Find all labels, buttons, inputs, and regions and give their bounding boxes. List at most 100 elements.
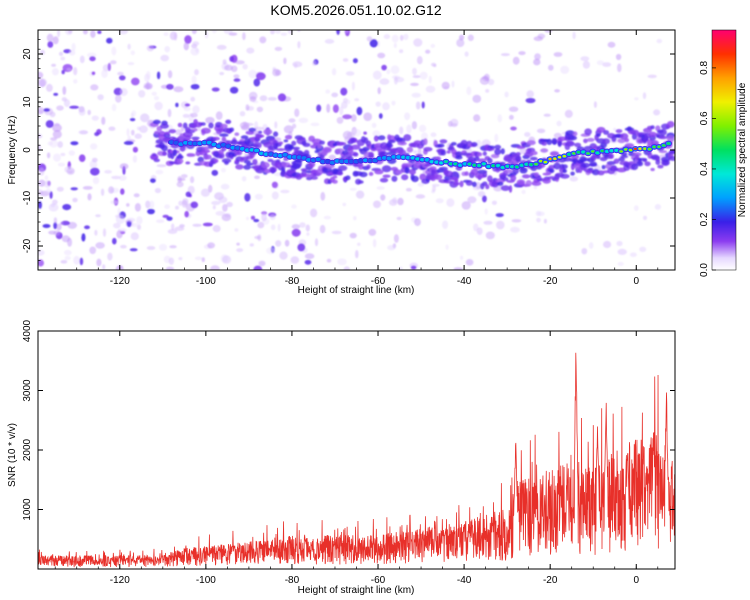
heatmap-ridge-halo-cell [176, 155, 184, 160]
heatmap-noise-cell [371, 122, 377, 128]
heatmap-noise-cell [164, 204, 171, 209]
heatmap-noise-cell [246, 47, 255, 54]
heatmap-noise-cell [277, 93, 287, 102]
y-tick-label: 3000 [22, 379, 33, 402]
heatmap-noise-cell [173, 32, 178, 41]
heatmap-noise-cell [404, 112, 411, 121]
heatmap-noise-cell [392, 197, 398, 204]
heatmap-ridge-halo-cell [406, 146, 414, 153]
heatmap-noise-cell [171, 223, 175, 231]
heatmap-noise-cell [280, 189, 290, 194]
heatmap-noise-cell [377, 87, 381, 95]
heatmap-noise-cell [342, 202, 347, 207]
heatmap-ridge-cell [198, 142, 202, 145]
heatmap-noise-cell [275, 30, 281, 34]
heatmap-noise-cell [239, 121, 250, 129]
heatmap-ridge-halo-cell [557, 140, 562, 146]
heatmap-noise-cell [47, 41, 54, 48]
heatmap-noise-cell [52, 36, 59, 45]
heatmap-ridge-halo-cell [570, 171, 575, 176]
heatmap-ridge-cell [193, 142, 197, 145]
heatmap-noise-cell [89, 160, 98, 169]
heatmap-noise-cell [593, 101, 597, 108]
heatmap-noise-cell [79, 55, 85, 64]
heatmap-noise-cell [129, 117, 136, 122]
heatmap-ridge-cell [529, 163, 533, 166]
heatmap-noise-cell [218, 196, 228, 204]
heatmap-ridge-cell [264, 153, 268, 156]
heatmap-ridge-cell [212, 143, 216, 146]
heatmap-noise-cell [175, 129, 182, 136]
heatmap-ridge-halo-cell [208, 122, 214, 129]
heatmap-ridge-halo-cell [631, 133, 638, 140]
heatmap-ridge-halo-cell [352, 152, 359, 157]
heatmap-noise-cell [633, 205, 639, 211]
heatmap-ridge-cell [510, 165, 515, 168]
heatmap-ridge-cell [515, 165, 519, 169]
heatmap-ridge-cell [463, 162, 467, 166]
heatmap-noise-cell [236, 248, 244, 253]
heatmap-ridge-halo-cell [572, 131, 578, 137]
heatmap-noise-cell [356, 106, 363, 116]
heatmap-ridge-halo-cell [620, 155, 629, 159]
heatmap-noise-cell [177, 177, 186, 181]
heatmap-noise-cell [90, 167, 100, 176]
heatmap-ridge-halo-cell [176, 158, 184, 164]
heatmap-noise-cell [603, 240, 612, 249]
heatmap-noise-cell [396, 216, 402, 221]
x-tick-label: -60 [371, 575, 386, 586]
heatmap-ridge-cell [524, 163, 529, 166]
heatmap-noise-cell [271, 191, 279, 200]
heatmap-noise-cell [90, 30, 96, 38]
heatmap-noise-cell [383, 34, 391, 40]
heatmap-ridge-halo-cell [613, 158, 620, 164]
heatmap-ridge-halo-cell [391, 175, 398, 182]
heatmap-noise-cell [280, 32, 288, 36]
heatmap-ridge-halo-cell [658, 135, 668, 140]
x-tick-label: -100 [196, 575, 216, 586]
heatmap-ridge-halo-cell [444, 170, 454, 177]
heatmap-noise-cell [132, 155, 138, 163]
heatmap-ridge-cell [179, 142, 183, 146]
heatmap-noise-cell [254, 126, 264, 131]
heatmap-ridge-halo-cell [429, 166, 437, 171]
x-tick-label: -80 [285, 276, 300, 287]
heatmap-ridge-halo-cell [281, 165, 286, 172]
heatmap-noise-cell [453, 267, 463, 270]
heatmap-ridge-cell [576, 151, 581, 154]
heatmap-noise-cell [259, 95, 268, 102]
heatmap-ridge-halo-cell [338, 165, 348, 171]
heatmap-noise-cell [120, 244, 127, 249]
heatmap-noise-cell [345, 71, 355, 76]
heatmap-ridge-halo-cell [597, 170, 605, 176]
heatmap-noise-cell [496, 220, 505, 230]
heatmap-noise-cell [38, 144, 41, 151]
heatmap-ridge-halo-cell [485, 184, 490, 190]
heatmap-noise-cell [219, 71, 225, 76]
heatmap-noise-cell [310, 122, 320, 127]
heatmap-ridge-cell [387, 157, 392, 160]
heatmap-noise-cell [43, 108, 50, 112]
heatmap-noise-cell [297, 41, 301, 49]
heatmap-noise-cell [485, 89, 490, 93]
heatmap-noise-cell [394, 76, 405, 83]
heatmap-noise-cell [543, 113, 551, 117]
heatmap-ridge-halo-cell [533, 172, 540, 178]
heatmap-noise-cell [524, 132, 531, 137]
heatmap-noise-cell [473, 114, 481, 122]
heatmap-noise-cell [526, 90, 534, 98]
heatmap-ridge-halo-cell [666, 121, 675, 128]
heatmap-noise-cell [117, 207, 121, 216]
heatmap-noise-cell [106, 37, 113, 44]
heatmap-noise-cell [399, 49, 404, 54]
heatmap-noise-cell [390, 65, 400, 75]
heatmap-noise-cell [192, 223, 202, 227]
heatmap-ridge-halo-cell [234, 132, 240, 136]
heatmap-noise-cell [123, 141, 134, 145]
heatmap-noise-cell [154, 187, 161, 194]
heatmap-noise-cell [84, 225, 90, 230]
heatmap-noise-cell [131, 77, 140, 86]
heatmap-noise-cell [154, 101, 163, 111]
heatmap-ridge-halo-cell [516, 179, 526, 186]
